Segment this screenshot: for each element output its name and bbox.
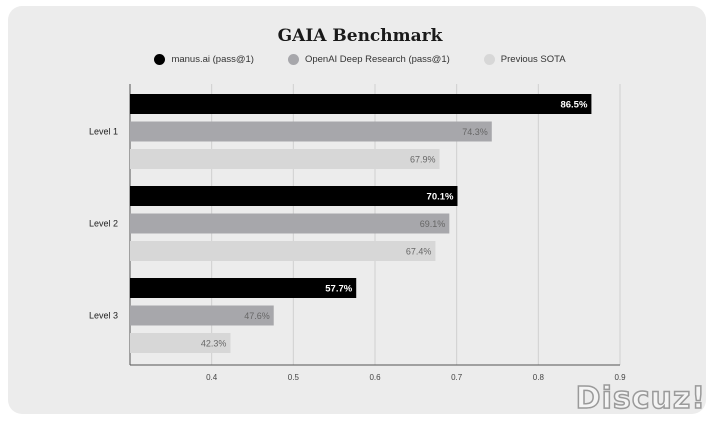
chart-card: [8, 6, 706, 414]
data-label-s0-c2: 57.7%: [325, 284, 352, 295]
legend-item-manus: manus.ai (pass@1): [154, 54, 254, 65]
bar-s0-c0: [130, 94, 592, 114]
legend-item-sota: Previous SOTA: [483, 54, 566, 65]
category-label-2: Level 3: [89, 311, 118, 321]
x-tick-label-5: 0.9: [614, 373, 626, 382]
x-tick-label-3: 0.7: [451, 373, 463, 382]
data-label-s0-c0: 86.5%: [560, 100, 587, 111]
legend-swatch-manus: [154, 54, 166, 65]
legend-swatch-openai: [287, 54, 299, 65]
legend-label-openai: OpenAI Deep Research (pass@1): [304, 54, 450, 65]
bar-s2-c2: [130, 333, 231, 353]
category-label-0: Level 1: [89, 127, 118, 137]
chart-title: GAIA Benchmark: [277, 26, 443, 46]
bar-s1-c1: [130, 213, 450, 234]
chart-legend: manus.ai (pass@1) OpenAI Deep Research (…: [0, 54, 720, 65]
bar-s1-c2: [130, 305, 274, 326]
x-tick-label-1: 0.5: [288, 373, 300, 382]
legend-item-openai: OpenAI Deep Research (pass@1): [287, 54, 450, 65]
data-label-s1-c2: 47.6%: [244, 311, 270, 321]
bar-s0-c1: [130, 186, 458, 206]
bar-s1-c0: [130, 121, 492, 142]
bar-s2-c1: [130, 241, 436, 261]
data-label-s2-c0: 67.9%: [410, 155, 436, 165]
data-label-s2-c2: 42.3%: [201, 339, 227, 349]
legend-label-sota: Previous SOTA: [500, 54, 566, 65]
data-label-s2-c1: 67.4%: [406, 247, 432, 257]
data-label-s1-c0: 74.3%: [462, 127, 488, 137]
category-label-1: Level 2: [89, 219, 118, 229]
x-tick-label-0: 0.4: [206, 373, 218, 382]
x-tick-label-4: 0.8: [533, 373, 545, 382]
data-label-s1-c1: 69.1%: [420, 219, 446, 229]
watermark-text: Discuz!: [575, 380, 706, 417]
bar-s2-c0: [130, 149, 440, 169]
legend-label-manus: manus.ai (pass@1): [171, 54, 254, 65]
bar-s0-c2: [130, 278, 357, 298]
data-label-s0-c1: 70.1%: [427, 192, 454, 203]
legend-swatch-sota: [483, 54, 495, 65]
x-tick-label-2: 0.6: [369, 373, 381, 382]
